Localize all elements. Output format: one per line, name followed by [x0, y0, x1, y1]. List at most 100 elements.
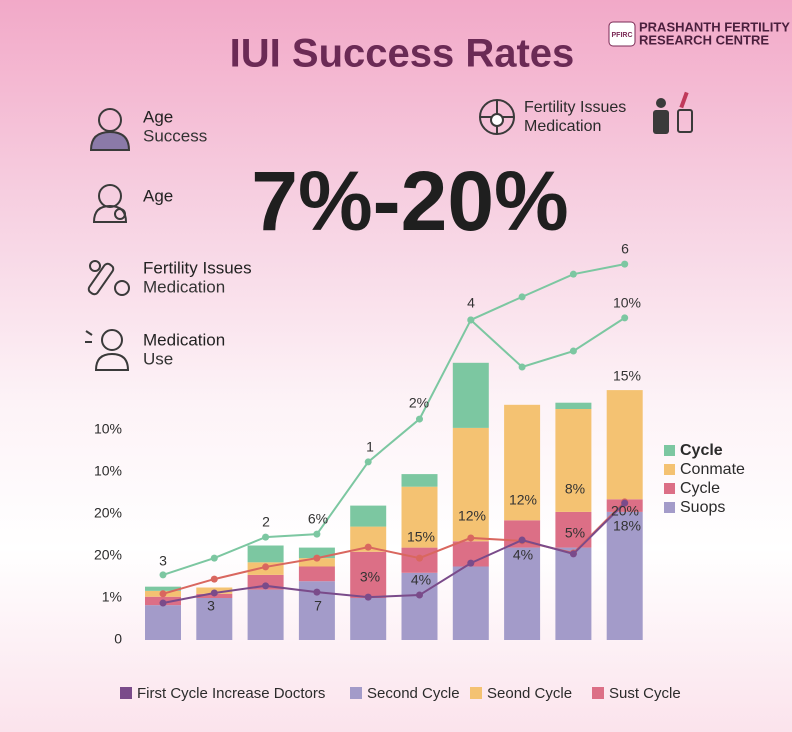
bar-segment [401, 486, 438, 548]
bar-segment [298, 566, 335, 582]
line-point [159, 571, 167, 579]
side-label: Use [143, 349, 173, 368]
legend-swatch [664, 464, 675, 475]
line-point [262, 563, 270, 571]
line-point [416, 591, 423, 599]
line-point [159, 599, 167, 607]
side-label: Medication [143, 330, 225, 349]
line-point [313, 554, 321, 562]
bar-segment [247, 545, 284, 563]
legend-label: Cycle [680, 480, 720, 497]
line-point [518, 363, 526, 371]
data-annotation: 2% [409, 395, 429, 411]
title: IUI Success Rates [230, 32, 575, 76]
y-tick-label: 0 [114, 631, 122, 647]
data-annotation: 5% [565, 525, 585, 541]
medication-icon [87, 260, 130, 296]
bar-segment [452, 427, 489, 542]
bar-segment [504, 547, 541, 640]
legend-label: Conmate [680, 461, 745, 478]
legend-label: Cycle [680, 442, 723, 459]
data-annotation: 3 [207, 598, 215, 614]
data-annotation: 4% [513, 547, 533, 563]
line-point [159, 590, 167, 598]
line-point [364, 458, 372, 466]
line-point [518, 293, 526, 301]
person-icon [89, 108, 131, 151]
line-point [210, 575, 218, 583]
data-annotation: 3 [159, 553, 167, 569]
legend-label: Second Cycle [367, 685, 460, 702]
line-point [569, 270, 577, 278]
line-point [210, 589, 218, 597]
data-annotation: 4 [467, 295, 475, 311]
side-label: Medication [143, 277, 225, 296]
line-point [262, 533, 270, 541]
line-point [467, 534, 475, 542]
data-annotation: 15% [613, 368, 641, 384]
data-annotation: 2 [262, 514, 270, 530]
side-label: Age [143, 186, 173, 205]
line-point [569, 347, 577, 355]
line-point [364, 543, 372, 551]
logo-box [608, 21, 636, 47]
data-annotation: 12% [509, 492, 537, 508]
data-annotation: 7 [314, 598, 322, 614]
data-annotation: 12% [458, 508, 486, 524]
line-point [262, 582, 270, 590]
doctor-icon [85, 329, 130, 371]
trend-line [162, 317, 626, 576]
bar-segment [504, 404, 541, 521]
y-tick-label: 20% [94, 547, 122, 563]
bar-segment [298, 558, 335, 567]
line-point [621, 260, 629, 268]
logo-mark: PFIRC [612, 32, 633, 39]
line-point [416, 554, 423, 562]
legend-swatch [664, 502, 675, 513]
top-right-label: Fertility Issues [524, 99, 626, 116]
trend-line [470, 263, 625, 321]
line-point [313, 588, 321, 596]
data-annotation: 4% [411, 572, 431, 588]
legend-swatch [664, 445, 675, 456]
line-point [621, 499, 629, 507]
line-point [416, 415, 423, 423]
bar-segment [401, 474, 438, 487]
legend-label: First Cycle Increase Doctors [137, 685, 325, 702]
legend-swatch [470, 687, 482, 699]
bar-segment [350, 551, 387, 598]
bar-segment [452, 566, 489, 640]
data-annotation: 6% [308, 511, 328, 527]
line-point [569, 550, 577, 558]
line-point [467, 559, 475, 567]
legend-swatch [350, 687, 362, 699]
headline: 7%-20% [251, 154, 569, 248]
woman-icon [92, 184, 128, 223]
legend-swatch [664, 483, 675, 494]
data-annotation: 15% [407, 529, 435, 545]
data-annotation: 18% [613, 518, 641, 534]
y-tick-label: 1% [102, 589, 122, 605]
bar-segment [401, 572, 438, 640]
bar-segment [145, 605, 181, 640]
bar-segment [298, 547, 335, 559]
line-point [467, 316, 475, 324]
y-tick-label: 10% [94, 463, 122, 479]
bar-segment [247, 589, 284, 640]
data-annotation: 8% [565, 481, 585, 497]
data-annotation: 6 [621, 241, 629, 257]
top-right-label: Medication [524, 118, 601, 135]
side-label: Age [143, 107, 173, 126]
legend-swatch [592, 687, 604, 699]
bar-segment [606, 511, 643, 640]
line-point [210, 554, 218, 562]
bar-segment [350, 505, 387, 527]
logo-text: PRASHANTH FERTILITY [639, 19, 790, 34]
side-label: Success [143, 126, 207, 145]
line-point [621, 314, 629, 322]
bar-segment [555, 402, 592, 409]
bar-segment [606, 390, 643, 500]
line-point [313, 530, 321, 538]
